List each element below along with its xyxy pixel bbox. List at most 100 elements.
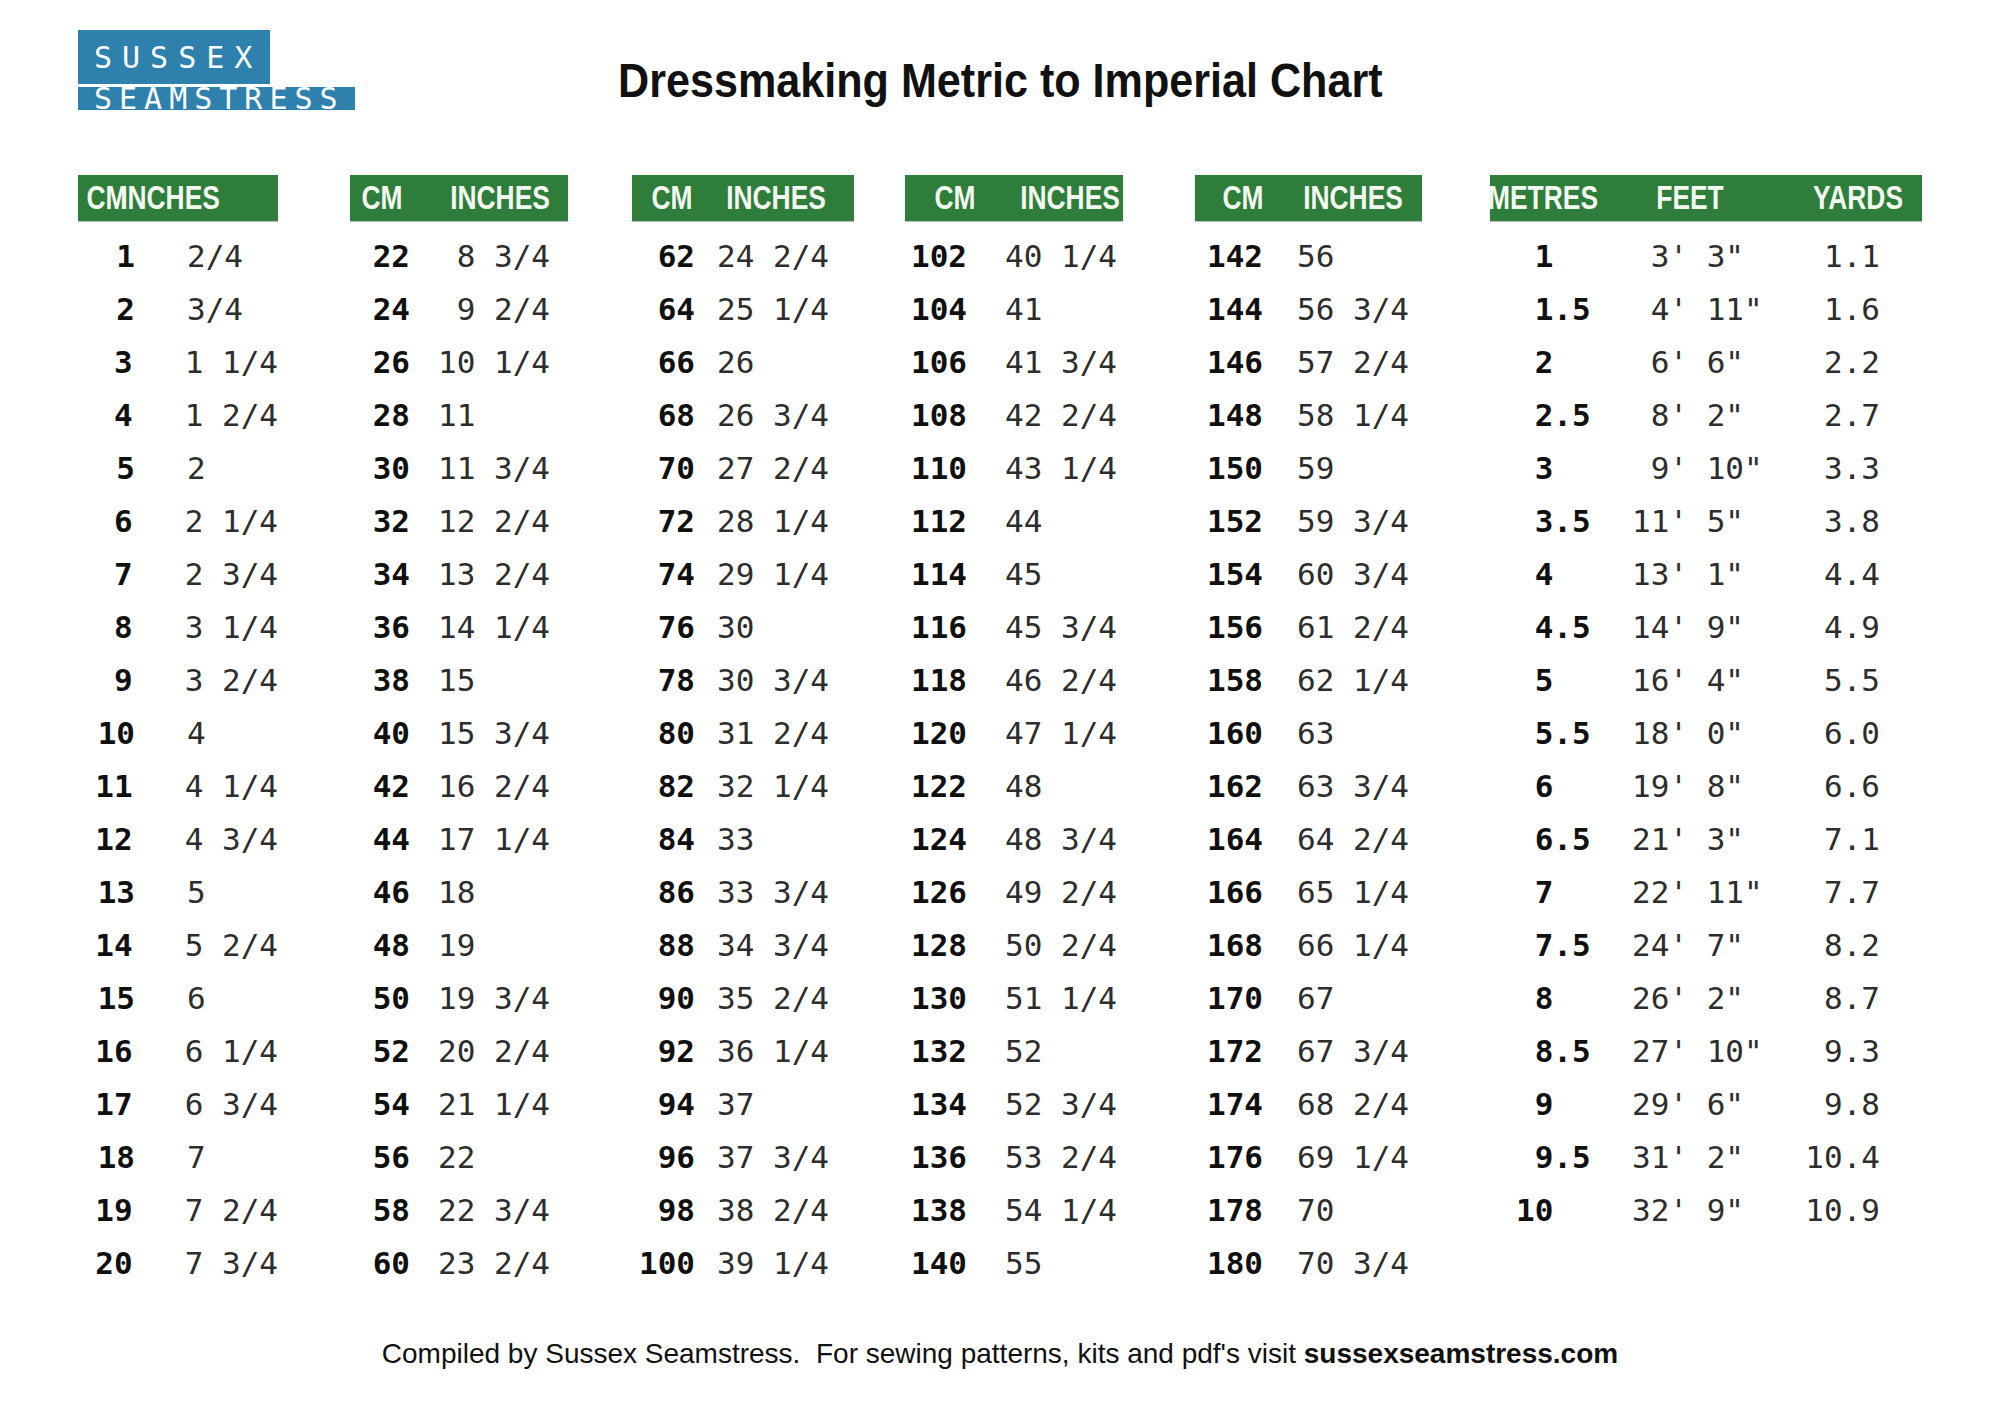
table-row: 17669 1/4 (1195, 1130, 1422, 1183)
cm-value: 58 (350, 1192, 410, 1228)
cm-value: 168 (1195, 927, 1263, 963)
yards-value: 10.9 (1782, 1192, 1880, 1228)
cm-value: 4 (78, 397, 133, 433)
table-row: 176 3/4 (78, 1077, 278, 1130)
cm-value: 10 (78, 715, 135, 751)
inches-value: 32 1/4 (717, 768, 829, 804)
table-row: 3212 2/4 (350, 494, 568, 547)
table-row: 5220 2/4 (350, 1024, 568, 1077)
table-row: 14256 (1195, 229, 1422, 282)
cm-value: 56 (350, 1139, 410, 1175)
yards-value: 9.8 (1782, 1086, 1880, 1122)
inches-value: 31 2/4 (717, 715, 829, 751)
cm-value: 1 (78, 238, 135, 274)
cm-value: 148 (1195, 397, 1263, 433)
column-header-inches: INCHES (1020, 179, 1120, 217)
inches-value: 4 1/4 (185, 768, 278, 804)
cm-value: 96 (632, 1139, 695, 1175)
inches-value: 64 2/4 (1297, 821, 1409, 857)
yards-value: 7.1 (1782, 821, 1880, 857)
cm-value: 78 (632, 662, 695, 698)
table-row: 41 2/4 (78, 388, 278, 441)
inches-value: 20 2/4 (438, 1033, 550, 1069)
table-row: 6224 2/4 (632, 229, 854, 282)
cm-value: 132 (905, 1033, 967, 1069)
cm-value: 176 (1195, 1139, 1263, 1175)
cm-value: 102 (905, 238, 967, 274)
cm-value: 118 (905, 662, 967, 698)
table-row: 4819 (350, 918, 568, 971)
inches-value: 66 1/4 (1297, 927, 1409, 963)
inches-value: 27 2/4 (717, 450, 829, 486)
table-row: 4216 2/4 (350, 759, 568, 812)
inches-value: 41 (1005, 291, 1042, 327)
cm-value: 42 (350, 768, 410, 804)
footer-text: Compiled by Sussex Seamstress. For sewin… (382, 1338, 1304, 1369)
inches-value: 61 2/4 (1297, 609, 1409, 645)
column-header-cm: CM (361, 179, 402, 217)
inches-value: 50 2/4 (1005, 927, 1117, 963)
table-row: 18070 3/4 (1195, 1236, 1422, 1289)
table-row: 16464 2/4 (1195, 812, 1422, 865)
table-row: 11645 3/4 (905, 600, 1123, 653)
table-row: 3614 1/4 (350, 600, 568, 653)
feet-value: 21' 3" (1632, 821, 1782, 857)
yards-value: 3.8 (1782, 503, 1880, 539)
cm-value: 22 (350, 238, 410, 274)
feet-value: 11' 5" (1632, 503, 1782, 539)
yards-value: 5.5 (1782, 662, 1880, 698)
feet-value: 24' 7" (1632, 927, 1782, 963)
inches-value: 47 1/4 (1005, 715, 1117, 751)
inches-value: 29 1/4 (717, 556, 829, 592)
metres-value: 7 (1516, 874, 1592, 910)
cm-value: 120 (905, 715, 967, 751)
feet-value: 16' 4" (1632, 662, 1782, 698)
yards-value: 4.4 (1782, 556, 1880, 592)
inches-value: 22 (438, 1139, 475, 1175)
table-row: 11445 (905, 547, 1123, 600)
inches-value: 33 (717, 821, 754, 857)
cm-value: 76 (632, 609, 695, 645)
cm-value: 154 (1195, 556, 1263, 592)
table-row: 5421 1/4 (350, 1077, 568, 1130)
table-header: CM INCHES (905, 175, 1123, 221)
table-row: 9437 (632, 1077, 854, 1130)
cm-value: 88 (632, 927, 695, 963)
table-body: 12/423/431 1/441 2/45262 1/472 3/483 1/4… (78, 229, 278, 1289)
table-row: 16063 (1195, 706, 1422, 759)
cm-value: 174 (1195, 1086, 1263, 1122)
cm-value: 178 (1195, 1192, 1263, 1228)
cm-value: 90 (632, 980, 695, 1016)
table-row: 104 (78, 706, 278, 759)
cm-value: 100 (632, 1245, 695, 1281)
metres-value: 5 (1516, 662, 1592, 698)
cm-value: 82 (632, 768, 695, 804)
cm-value: 94 (632, 1086, 695, 1122)
cm-inches-table-2: CM INCHES 22 8 3/424 9 2/42610 1/4281130… (350, 175, 568, 1289)
inches-value: 23 2/4 (438, 1245, 550, 1281)
inches-value: 30 (717, 609, 754, 645)
table-row: 16665 1/4 (1195, 865, 1422, 918)
table-row: 14657 2/4 (1195, 335, 1422, 388)
table-header: METRES FEET YARDS (1490, 175, 1922, 221)
feet-value: 8' 2" (1632, 397, 1782, 433)
table-row: 9236 1/4 (632, 1024, 854, 1077)
table-row: 1.5 4' 11"1.6 (1490, 282, 1922, 335)
cm-value: 13 (78, 874, 135, 910)
inches-value: 19 (438, 927, 475, 963)
cm-value: 11 (78, 768, 133, 804)
metres-value: 3.5 (1516, 503, 1592, 539)
cm-value: 40 (350, 715, 410, 751)
cm-value: 74 (632, 556, 695, 592)
table-row: 3413 2/4 (350, 547, 568, 600)
cm-value: 128 (905, 927, 967, 963)
cm-value: 3 (78, 344, 133, 380)
cm-value: 152 (1195, 503, 1263, 539)
column-header-cm: CM (651, 179, 692, 217)
inches-value: 34 3/4 (717, 927, 829, 963)
feet-value: 26' 2" (1632, 980, 1782, 1016)
inches-value: 70 3/4 (1297, 1245, 1409, 1281)
inches-value: 49 2/4 (1005, 874, 1117, 910)
cm-value: 72 (632, 503, 695, 539)
yards-value: 9.3 (1782, 1033, 1880, 1069)
